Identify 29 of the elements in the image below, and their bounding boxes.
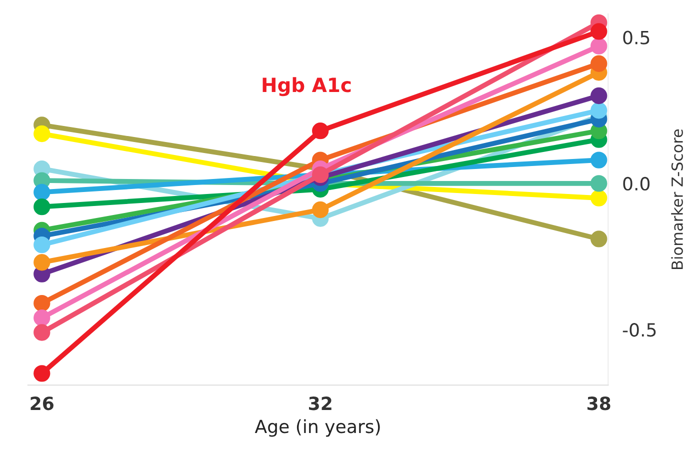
point (312, 122, 329, 140)
point (34, 198, 50, 216)
point (34, 294, 50, 312)
y-tick-label: -0.5 (622, 323, 656, 337)
x-tick-label: 26 (30, 396, 54, 410)
point (34, 365, 50, 382)
x-tick-label: 32 (309, 396, 332, 410)
point (34, 125, 50, 142)
x-tick-label: 38 (587, 396, 610, 410)
x-axis-title: Age (in years) (254, 419, 380, 437)
point (590, 38, 608, 54)
point (590, 230, 608, 248)
point (34, 310, 50, 326)
point (590, 152, 608, 168)
point (312, 201, 329, 218)
point (590, 87, 608, 104)
y-tick-label: 0.5 (623, 30, 650, 44)
point (590, 102, 608, 119)
annotation: Hgb A1c (262, 77, 351, 96)
point (590, 175, 608, 192)
point (34, 324, 50, 341)
point (590, 55, 608, 72)
point (590, 23, 608, 40)
point (34, 184, 50, 201)
y-axis-title: Biomarker Z-Score (671, 129, 683, 269)
y-tick-label: 0.0 (623, 176, 650, 191)
point (34, 236, 50, 254)
point (34, 254, 50, 271)
point (590, 190, 608, 206)
